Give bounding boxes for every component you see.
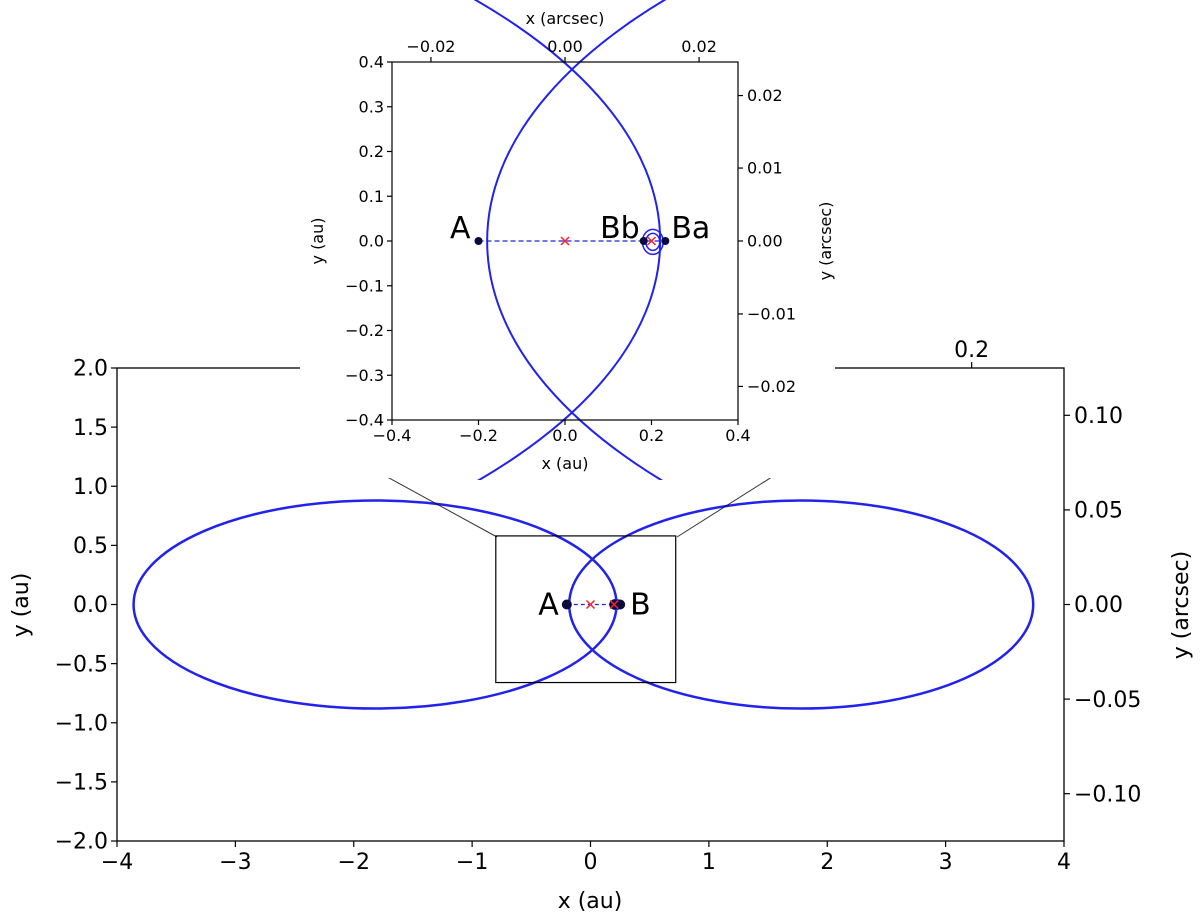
right-tick-label: −0.02 — [747, 377, 796, 396]
x-tick-label: 2 — [820, 850, 834, 875]
y-tick-label: −0.3 — [345, 366, 384, 385]
inset-indicator-box — [495, 535, 677, 684]
main-y-axis-label: y (au) — [9, 573, 34, 638]
right-tick-label: −0.01 — [747, 305, 796, 324]
main-right-axis-label: y (arcsec) — [1169, 551, 1194, 659]
top-tick-label: −0.02 — [406, 37, 455, 56]
y-tick-label: −0.4 — [345, 411, 384, 430]
y-tick-label: 0.3 — [359, 97, 384, 116]
star-label: A — [450, 211, 471, 246]
y-tick-label: −0.5 — [55, 652, 108, 677]
main-x-axis-label: x (au) — [558, 889, 623, 914]
y-tick-label: −1.0 — [55, 711, 108, 736]
x-tick-label: 4 — [1057, 850, 1071, 875]
y-tick-label: 0.0 — [73, 593, 108, 618]
star-point — [661, 237, 670, 245]
x-tick-label: −3 — [219, 850, 251, 875]
y-tick-label: 0.2 — [359, 142, 384, 161]
y-tick-label: −1.5 — [55, 771, 108, 796]
top-tick-label: 0.00 — [547, 37, 583, 56]
x-tick-label: 0 — [584, 850, 598, 875]
star-label: B — [630, 588, 651, 623]
inset-marks: A Bb Ba — [450, 211, 710, 256]
right-tick-label: 0.01 — [747, 159, 783, 178]
right-tick-label: −0.05 — [1074, 688, 1141, 713]
y-tick-label: −2.0 — [55, 830, 108, 855]
x-tick-label: −0.4 — [373, 426, 412, 445]
star-label: Bb — [600, 211, 640, 246]
star-point — [561, 599, 572, 610]
star-point — [639, 237, 648, 245]
star-label: A — [538, 588, 559, 623]
right-tick-label: 0.02 — [747, 86, 783, 105]
x-tick-label: 1 — [702, 850, 716, 875]
inset-ticks: −0.4 −0.2 0.0 0.2 0.4 −0.4 −0.3 −0.2 −0.1 0.0 0.1 0… — [345, 37, 796, 445]
inset-plot: A Bb Ba −0.4 −0.2 0.0 0.2 0.4 −0.4 −0.3 −0.2 −0.1 0… — [308, 0, 835, 480]
y-tick-label: 0.5 — [73, 534, 108, 559]
x-tick-label: 0.0 — [552, 426, 577, 445]
x-tick-label: −1 — [456, 850, 488, 875]
inset-top-axis-label: x (arcsec) — [526, 9, 605, 28]
right-tick-label: −0.10 — [1074, 782, 1141, 807]
top-tick-label: 0.2 — [954, 338, 989, 363]
y-tick-label: 1.5 — [73, 416, 108, 441]
x-tick-label: −4 — [101, 850, 133, 875]
barycenter-marker — [609, 599, 619, 610]
right-tick-label: 0.05 — [1074, 499, 1123, 524]
right-tick-label: 0.00 — [747, 232, 783, 251]
inset-y-axis-label: y (au) — [308, 218, 327, 265]
x-tick-label: −0.2 — [459, 426, 498, 445]
barycenter-marker — [585, 599, 596, 610]
right-tick-label: 0.10 — [1074, 404, 1123, 429]
star-point — [474, 237, 483, 245]
star-label: Ba — [671, 211, 710, 246]
inset-right-axis-label: y (arcsec) — [816, 202, 835, 281]
top-tick-label: 0.02 — [681, 37, 717, 56]
y-tick-label: 1.0 — [73, 475, 108, 500]
barycenter-marker — [646, 236, 657, 246]
y-tick-label: 2.0 — [73, 357, 108, 382]
right-tick-label: 0.00 — [1074, 593, 1123, 618]
x-tick-label: 0.4 — [725, 426, 750, 445]
y-tick-label: −0.1 — [345, 276, 384, 295]
y-tick-label: 0.0 — [359, 232, 384, 251]
x-tick-label: 0.2 — [639, 426, 664, 445]
barycenter-marker — [560, 236, 570, 246]
x-tick-label: −2 — [338, 850, 370, 875]
y-tick-label: 0.4 — [359, 53, 384, 72]
y-tick-label: 0.1 — [359, 187, 384, 206]
inset-x-axis-label: x (au) — [542, 454, 589, 473]
y-tick-label: −0.2 — [345, 321, 384, 340]
x-tick-label: 3 — [939, 850, 953, 875]
